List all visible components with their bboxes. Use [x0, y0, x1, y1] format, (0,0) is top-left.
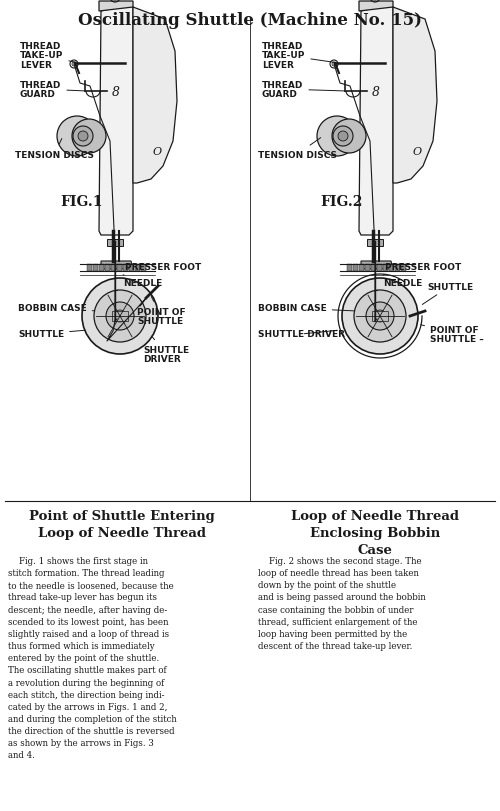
Circle shape [317, 117, 357, 157]
Polygon shape [112, 311, 128, 322]
Polygon shape [365, 264, 370, 272]
Text: PRESSER FOOT: PRESSER FOOT [123, 264, 201, 276]
Circle shape [94, 290, 146, 342]
Circle shape [372, 0, 378, 1]
Polygon shape [133, 8, 177, 184]
Polygon shape [87, 264, 92, 272]
Circle shape [112, 0, 118, 1]
Circle shape [330, 61, 338, 69]
Circle shape [332, 63, 336, 67]
Text: O: O [412, 147, 422, 157]
Polygon shape [347, 264, 352, 272]
Circle shape [72, 120, 106, 154]
Text: THREAD
TAKE-UP
LEVER: THREAD TAKE-UP LEVER [20, 41, 76, 70]
Polygon shape [359, 264, 364, 272]
Text: Loop of Needle Thread
Enclosing Bobbin
Case: Loop of Needle Thread Enclosing Bobbin C… [291, 509, 459, 556]
Circle shape [82, 279, 158, 354]
Polygon shape [93, 264, 98, 272]
Text: SHUTTLE: SHUTTLE [422, 282, 473, 305]
Circle shape [333, 127, 353, 147]
Circle shape [57, 117, 97, 157]
Polygon shape [101, 262, 133, 270]
Circle shape [354, 290, 406, 342]
Polygon shape [401, 264, 406, 272]
Text: THREAD
GUARD: THREAD GUARD [262, 80, 344, 99]
Circle shape [106, 303, 134, 331]
Circle shape [73, 127, 93, 147]
Polygon shape [99, 264, 104, 272]
Text: SHUTTLE
DRIVER: SHUTTLE DRIVER [143, 337, 189, 364]
Text: Fig. 1 shows the first stage in
stitch formation. The thread leading
to the need: Fig. 1 shows the first stage in stitch f… [8, 556, 177, 759]
Polygon shape [389, 264, 394, 272]
Circle shape [370, 0, 380, 3]
Text: SHUTTLE DRIVER: SHUTTLE DRIVER [258, 330, 345, 339]
Polygon shape [353, 264, 358, 272]
Text: TENSION DISCS: TENSION DISCS [258, 139, 337, 159]
Text: NEEDLE: NEEDLE [375, 279, 422, 292]
Polygon shape [117, 264, 122, 272]
Polygon shape [361, 262, 393, 270]
Polygon shape [371, 264, 376, 272]
Circle shape [72, 63, 76, 67]
Polygon shape [135, 264, 140, 272]
Polygon shape [359, 6, 393, 236]
Polygon shape [377, 264, 382, 272]
Text: O: O [152, 147, 162, 157]
Circle shape [374, 311, 386, 323]
Text: SHUTTLE: SHUTTLE [18, 330, 85, 339]
Text: NEEDLE: NEEDLE [115, 279, 162, 292]
Polygon shape [383, 264, 388, 272]
Polygon shape [105, 264, 110, 272]
Polygon shape [129, 264, 134, 272]
Polygon shape [359, 2, 393, 12]
Text: BOBBIN CASE: BOBBIN CASE [18, 304, 94, 313]
Circle shape [332, 120, 366, 154]
Polygon shape [141, 264, 146, 272]
Text: FIG.1: FIG.1 [60, 195, 102, 208]
Polygon shape [111, 264, 116, 272]
Polygon shape [393, 8, 437, 184]
Text: Point of Shuttle Entering
Loop of Needle Thread: Point of Shuttle Entering Loop of Needle… [29, 509, 215, 539]
Text: TENSION DISCS: TENSION DISCS [15, 139, 94, 159]
Polygon shape [107, 240, 123, 247]
Polygon shape [367, 240, 383, 247]
Text: Oscillating Shuttle (Machine No. 15): Oscillating Shuttle (Machine No. 15) [78, 12, 422, 29]
Text: THREAD
GUARD: THREAD GUARD [20, 80, 84, 99]
Text: THREAD
TAKE-UP
LEVER: THREAD TAKE-UP LEVER [262, 41, 336, 70]
Polygon shape [99, 2, 133, 12]
Circle shape [78, 132, 88, 142]
Text: FIG.2: FIG.2 [320, 195, 362, 208]
Polygon shape [395, 264, 400, 272]
Text: POINT OF
SHUTTLE: POINT OF SHUTTLE [137, 297, 186, 326]
Text: PRESSER FOOT: PRESSER FOOT [383, 264, 461, 276]
Text: 8: 8 [112, 85, 120, 98]
Text: Fig. 2 shows the second stage. The
loop of needle thread has been taken
down by : Fig. 2 shows the second stage. The loop … [258, 556, 426, 650]
Circle shape [338, 132, 348, 142]
Circle shape [366, 303, 394, 331]
Text: POINT OF
SHUTTLE –: POINT OF SHUTTLE – [420, 325, 484, 344]
Circle shape [342, 279, 418, 354]
Circle shape [110, 0, 120, 3]
Text: BOBBIN CASE: BOBBIN CASE [258, 304, 354, 313]
Text: 8: 8 [372, 85, 380, 98]
Circle shape [70, 61, 78, 69]
Polygon shape [123, 264, 128, 272]
Polygon shape [372, 311, 388, 322]
Polygon shape [99, 6, 133, 236]
Circle shape [114, 311, 126, 323]
